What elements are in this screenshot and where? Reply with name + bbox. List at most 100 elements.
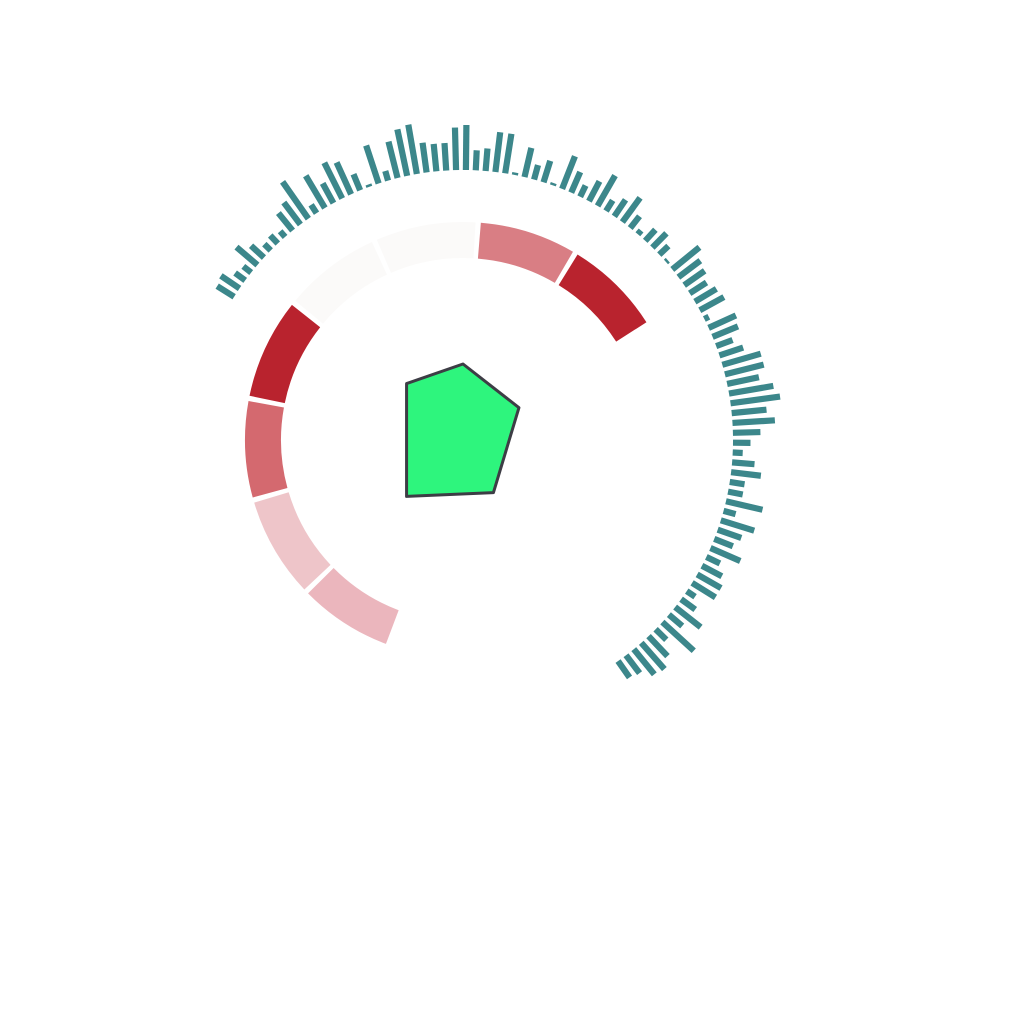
radial-bar-33 — [502, 133, 515, 174]
radial-bar-51 — [657, 243, 671, 257]
radial-bar-90 — [673, 604, 703, 630]
radial-bar-35 — [521, 147, 535, 178]
radial-bar-19 — [365, 183, 373, 188]
radial-bar-14 — [303, 174, 328, 210]
radial-bar-68 — [730, 393, 781, 407]
radar-polygon — [405, 362, 521, 498]
heat-segment-4 — [249, 304, 321, 404]
radial-bar-39 — [559, 155, 578, 190]
heat-segment-3 — [245, 401, 288, 498]
radial-bar-94 — [646, 634, 670, 659]
heat-segment-5 — [295, 241, 387, 324]
radial-bar-12 — [280, 180, 311, 221]
radial-bar-92 — [660, 619, 696, 654]
radial-bar-82 — [713, 536, 734, 550]
radial-bar-26 — [430, 143, 440, 172]
radial-bar-60 — [707, 312, 738, 331]
radial-bar-91 — [666, 612, 685, 629]
radial-bar-20 — [363, 144, 382, 185]
radial-bar-59 — [702, 313, 711, 322]
heat-segment-6 — [376, 221, 476, 273]
radial-bar-69 — [731, 406, 767, 417]
radial-bar-4 — [241, 263, 254, 276]
bar-ring — [215, 124, 781, 680]
radial-bar-78 — [725, 498, 764, 513]
radial-bar-49 — [642, 227, 658, 243]
radial-bar-81 — [716, 526, 743, 541]
radial-bar-24 — [405, 124, 420, 175]
radial-bar-5 — [234, 244, 260, 268]
radial-bar-61 — [711, 323, 740, 340]
radial-bar-75 — [730, 469, 762, 479]
radial-bar-6 — [248, 243, 267, 260]
radial-bar-57 — [693, 286, 718, 305]
radial-bar-46 — [619, 196, 643, 224]
radial-bar-16 — [321, 161, 345, 200]
radial-bar-13 — [308, 203, 320, 215]
radial-bar-23 — [394, 128, 411, 177]
radial-bar-30 — [472, 150, 480, 171]
radial-bar-97 — [623, 653, 643, 676]
radial-bar-65 — [724, 361, 765, 378]
radial-bar-76 — [729, 478, 746, 488]
radial-bar-43 — [594, 174, 618, 208]
radial-bar-62 — [715, 337, 734, 350]
radial-bar-22 — [385, 140, 401, 179]
radial-bar-1 — [215, 283, 236, 300]
radial-bar-85 — [700, 563, 724, 579]
radial-bar-37 — [540, 159, 554, 184]
radial-bar-15 — [319, 181, 337, 205]
radial-bar-79 — [722, 507, 737, 518]
radial-bar-45 — [611, 198, 629, 219]
radial-bar-87 — [690, 580, 718, 601]
radial-bar-53 — [670, 244, 702, 272]
radial-bar-77 — [727, 488, 744, 498]
radial-bar-56 — [688, 279, 709, 296]
radial-bar-9 — [277, 229, 288, 239]
heat-segment-2 — [254, 492, 331, 590]
radial-bar-58 — [698, 294, 726, 313]
radial-bar-74 — [731, 459, 755, 468]
radial-bar-80 — [719, 517, 756, 534]
radial-bar-55 — [682, 268, 707, 288]
radial-bar-10 — [276, 211, 296, 233]
heat-segment-8 — [558, 254, 647, 342]
radial-bar-38 — [549, 182, 557, 187]
radial-bar-32 — [492, 131, 504, 173]
radial-bar-44 — [603, 198, 616, 213]
radial-bar-48 — [635, 228, 644, 237]
radial-bar-63 — [718, 344, 745, 359]
radial-bar-25 — [419, 142, 430, 173]
radial-bar-8 — [267, 233, 281, 246]
radial-bar-11 — [281, 200, 303, 227]
radial-bar-66 — [726, 374, 760, 387]
radial-bar-88 — [685, 588, 697, 600]
radial-bar-50 — [650, 231, 669, 250]
radial-bar-98 — [615, 659, 633, 680]
radial-bar-83 — [709, 545, 742, 564]
radial-bar-96 — [631, 647, 657, 677]
radial-bar-67 — [728, 382, 774, 397]
radial-bar-71 — [732, 428, 761, 436]
radial-bar-31 — [482, 148, 491, 172]
radial-bar-2 — [219, 273, 242, 292]
radial-bar-89 — [679, 596, 698, 613]
radial-bar-70 — [732, 417, 776, 427]
radial-bar-21 — [382, 170, 392, 182]
radial-bar-17 — [333, 161, 354, 196]
radial-bar-47 — [627, 214, 642, 230]
radial-bar-42 — [586, 179, 603, 203]
radar-polygon-group — [405, 362, 521, 498]
radial-bar-28 — [451, 127, 460, 171]
heat-segment-7 — [477, 222, 573, 283]
radial-bar-3 — [233, 270, 248, 283]
radial-bar-40 — [568, 170, 584, 194]
radial-bar-27 — [441, 142, 450, 171]
heat-ring — [245, 221, 647, 644]
radial-bar-18 — [350, 172, 364, 192]
radial-bar-84 — [705, 554, 722, 567]
radial-bar-54 — [676, 258, 703, 280]
radial-bar-95 — [638, 640, 667, 672]
